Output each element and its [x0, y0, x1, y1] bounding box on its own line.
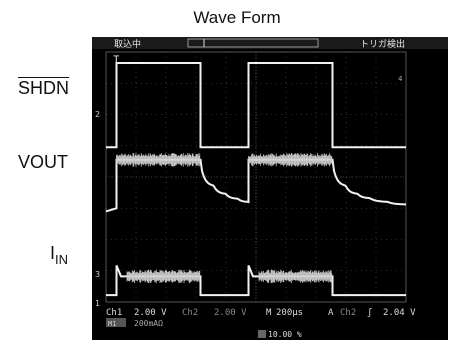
ch2-name: Ch2: [182, 308, 198, 318]
trigger-position-marker: T: [113, 55, 120, 65]
ch2-scale: 2.00 V: [214, 308, 247, 318]
trace-group: [105, 61, 407, 297]
marker-4: 4: [398, 75, 403, 83]
noise-band-vout: [116, 152, 201, 167]
oscilloscope-screen: 取込中 トリガ検出 T 2 3 1 4 Ch1 2.00 V Ch2 2.00 …: [92, 37, 448, 340]
trigger-level: 2.04 V: [383, 308, 416, 318]
trigger-slope: ʃ: [367, 308, 372, 318]
math-badge: [106, 318, 126, 327]
math-name: M1: [108, 320, 116, 328]
oscilloscope-svg: 取込中 トリガ検出 T 2 3 1 4 Ch1 2.00 V Ch2 2.00 …: [92, 37, 448, 339]
marker-2: 2: [95, 110, 100, 119]
position-value: 10.00 %: [268, 330, 302, 339]
position-icon: [258, 330, 266, 338]
shdn-label: SHDN: [18, 78, 70, 98]
marker-3: 3: [95, 270, 100, 279]
iin-label: IIN: [50, 243, 68, 267]
channel-markers: 2 3 1 4: [95, 75, 403, 308]
noise-band-iin: [258, 269, 333, 284]
vout-label: VOUT: [18, 152, 69, 172]
ch1-scale: 2.00 V: [134, 308, 167, 318]
marker-1: 1: [95, 299, 100, 308]
noise-band-iin: [126, 269, 201, 284]
iin-label-main: I: [50, 243, 56, 263]
trigger-status: トリガ検出: [360, 38, 405, 50]
trigger-label: A: [328, 308, 334, 318]
acquire-status: 取込中: [114, 38, 141, 50]
record-view-box: [187, 38, 319, 48]
noise-band-vout: [248, 152, 333, 167]
chart-title: Wave Form: [193, 8, 281, 27]
timebase-label: M: [266, 308, 272, 318]
trigger-source: Ch2: [340, 308, 356, 318]
iin-label-sub: IN: [55, 252, 69, 267]
math-scale: 200mAΩ: [134, 319, 163, 328]
graticule-grid: [106, 52, 406, 302]
trace-shdn: [106, 61, 406, 149]
ch1-name: Ch1: [106, 308, 122, 318]
readout-panel: Ch1 2.00 V Ch2 2.00 V M 200µs A Ch2 ʃ 2.…: [106, 308, 416, 339]
timebase-value: 200µs: [276, 308, 303, 318]
header-bar: [92, 37, 448, 49]
